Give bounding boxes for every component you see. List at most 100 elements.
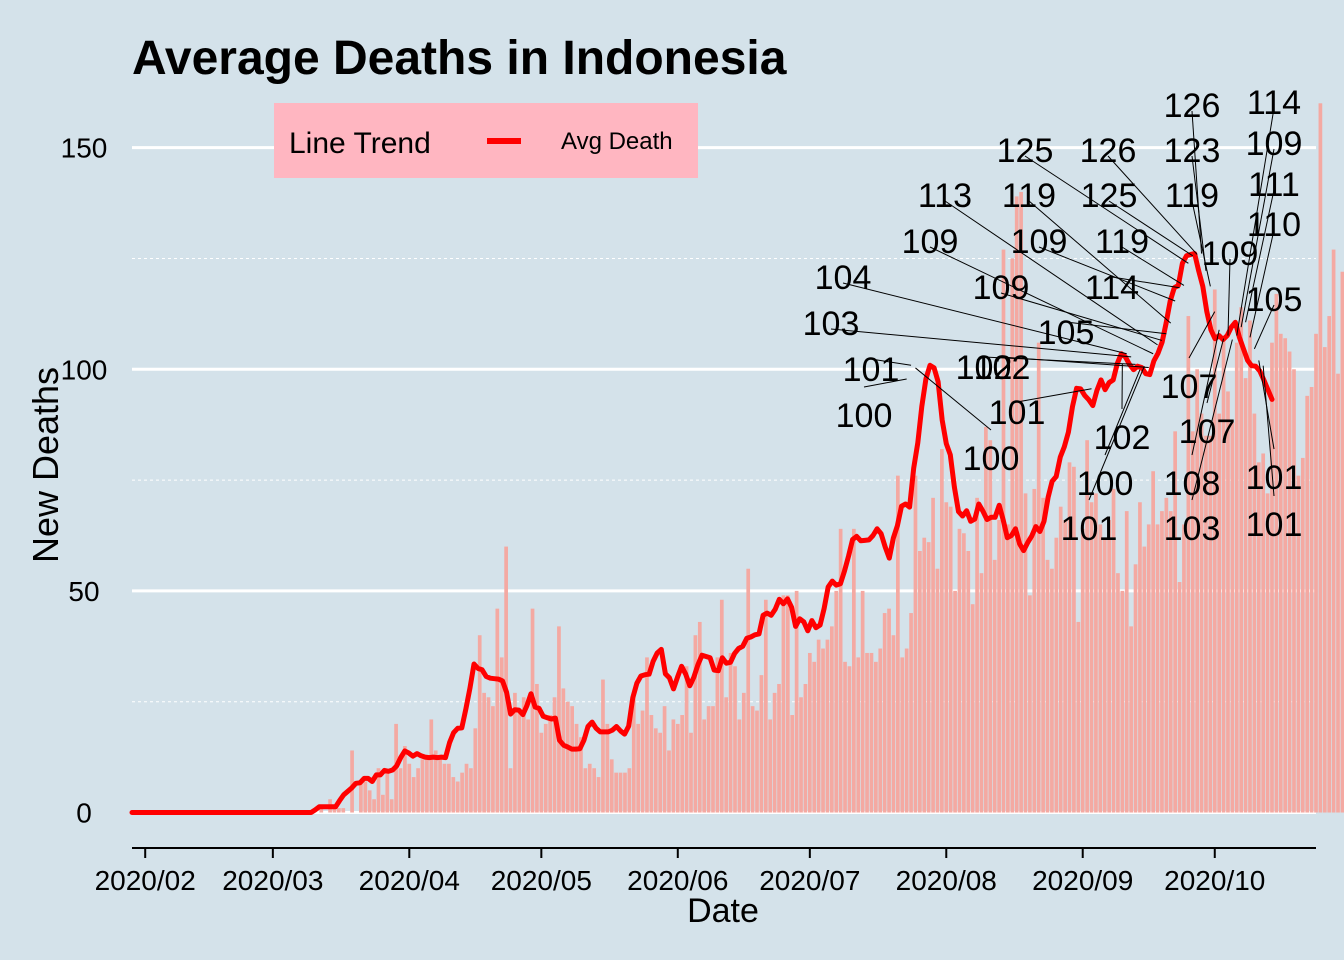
bar [579,737,583,813]
bar [1296,475,1301,813]
bar [988,440,993,813]
bar [592,768,597,813]
bar [1212,289,1217,813]
bar [649,715,654,813]
bar [1155,524,1160,813]
bar [508,768,513,813]
bar [337,808,341,813]
bar [1199,413,1204,813]
bar [741,692,746,813]
bar [407,763,412,813]
x-tick-label: 2020/06 [627,865,728,896]
bar [499,657,504,813]
bar [697,621,702,813]
bar [530,608,535,813]
bar [843,661,847,813]
bar [486,697,491,813]
annotation-leader [1245,189,1275,323]
bar [1309,386,1314,813]
bar [1063,519,1067,813]
bar [790,715,795,813]
bar [935,568,940,813]
bar [918,551,922,813]
bar [689,732,693,813]
annotation-leader [1191,339,1233,501]
bar [1058,506,1063,813]
annotation-label: 101 [1061,510,1118,548]
bar [724,697,729,813]
bar [552,697,557,813]
annotation-label: 126 [1080,132,1137,170]
bar [477,635,482,813]
annotation-leader [1000,292,1163,341]
x-axis: 2020/02 2020/03 2020/04 2020/05 2020/06 2020/… [95,847,1316,896]
bar [1098,524,1103,813]
bar [1208,435,1213,813]
bar [1045,559,1050,813]
x-tick-label: 2020/10 [1164,865,1265,896]
bar [948,506,953,813]
bar [451,777,456,813]
bar [631,697,636,813]
bar [768,719,773,813]
annotation-leader [1191,110,1203,254]
annotation-leader [915,367,992,431]
bar [675,723,680,813]
bar [429,719,434,813]
bar [1019,191,1023,813]
bar [1318,103,1323,813]
bar [1274,293,1279,813]
x-tick-label: 2020/04 [359,865,460,896]
annotation-label: 109 [902,223,959,261]
bar [1146,524,1151,813]
bar [482,692,486,813]
bar [469,768,473,813]
bar [794,590,799,813]
bar [803,683,808,813]
bar [539,732,544,813]
annotation-leader [1253,304,1275,350]
bar [1340,271,1344,813]
x-tick-label: 2020/09 [1032,865,1133,896]
bar [596,777,601,813]
annotation-label: 101 [989,394,1046,432]
bar [719,599,724,813]
annotation-label: 102 [974,349,1031,387]
legend: Line Trend Avg Death [274,103,698,178]
annotation-label: 119 [1095,223,1149,261]
bar [438,759,442,813]
bar [623,772,627,813]
bar [385,772,390,813]
bar [1164,497,1169,813]
bar [662,706,667,813]
y-tick-label: 100 [61,354,108,385]
bar [962,533,966,813]
bar [627,768,632,813]
bar [1331,249,1336,813]
bar [1054,537,1059,813]
bar [517,710,522,813]
bar [1261,453,1266,813]
bar [680,715,685,813]
bar [609,759,614,813]
bar [491,706,495,813]
bar [535,683,539,813]
bar [583,768,588,813]
bar [763,599,768,813]
bar [1050,568,1054,813]
bar [1067,462,1072,813]
bar [447,763,451,813]
bar [755,710,759,813]
bar [737,719,742,813]
annotation-leader [1240,148,1275,328]
bar [1265,493,1270,813]
annotation-label: 100 [1077,465,1134,503]
bar [799,697,803,813]
y-tick-label: 50 [68,576,99,607]
bar [1195,369,1200,813]
annotation-label: 107 [1179,413,1236,451]
bar [1080,528,1085,813]
bar [1327,316,1332,813]
annotation-leader [870,358,912,366]
annotation-label: 119 [1165,177,1219,215]
